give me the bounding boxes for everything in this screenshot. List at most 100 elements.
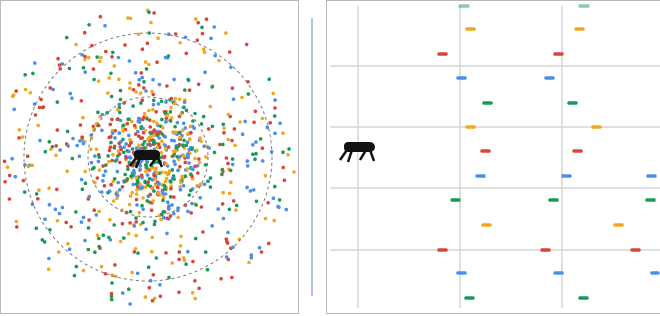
dot: [247, 92, 251, 96]
dot: [48, 228, 52, 232]
dot: [178, 155, 182, 159]
dot: [272, 196, 276, 200]
dot: [230, 276, 234, 280]
dot: [152, 103, 156, 107]
dot: [198, 136, 202, 140]
dot: [149, 193, 153, 197]
dot: [118, 188, 122, 192]
dot: [47, 186, 51, 190]
dot: [56, 57, 60, 61]
dot: [285, 208, 289, 212]
dot: [134, 220, 138, 224]
dot: [93, 250, 97, 254]
dot: [12, 108, 16, 112]
dot: [217, 59, 221, 63]
dot: [260, 250, 264, 254]
dot: [163, 155, 167, 159]
dot: [78, 154, 82, 158]
dot: [155, 171, 159, 175]
dot: [164, 147, 168, 151]
dot: [203, 51, 207, 55]
dot: [272, 219, 276, 223]
dot: [126, 122, 130, 126]
dot: [104, 169, 108, 173]
dot: [164, 135, 168, 139]
dot: [292, 170, 296, 174]
dot: [112, 199, 116, 203]
dot: [164, 251, 168, 255]
dot: [110, 281, 114, 285]
dot: [155, 256, 159, 260]
dot: [121, 291, 125, 295]
dot: [6, 165, 10, 169]
dot: [113, 136, 117, 140]
dot: [118, 161, 122, 165]
dot: [3, 180, 7, 184]
dot: [66, 242, 70, 246]
dot: [152, 120, 156, 124]
dot: [160, 118, 164, 122]
dot: [144, 89, 148, 93]
dot: [136, 272, 140, 276]
dot: [216, 207, 220, 211]
dot: [147, 63, 151, 67]
dot: [172, 78, 176, 82]
dot: [286, 153, 290, 157]
dot: [188, 193, 192, 197]
dot: [146, 183, 150, 187]
dot: [80, 220, 84, 224]
dot: [228, 192, 232, 196]
dot: [172, 212, 176, 216]
dot: [3, 160, 7, 164]
dot: [164, 171, 168, 175]
dot: [146, 138, 150, 142]
dot: [213, 54, 217, 58]
dot: [173, 125, 177, 129]
dot: [209, 185, 213, 189]
dot: [171, 154, 175, 158]
dot: [83, 239, 87, 243]
dot: [21, 135, 25, 139]
dot: [100, 190, 104, 194]
dot: [41, 238, 45, 242]
dot: [134, 216, 138, 220]
dot: [129, 141, 133, 145]
dot: [102, 233, 106, 237]
dot: [193, 297, 197, 301]
dot: [139, 101, 143, 105]
dot: [281, 131, 285, 135]
dot: [95, 213, 99, 217]
dot: [281, 150, 285, 154]
dot: [167, 207, 171, 211]
dot: [96, 233, 100, 237]
dot: [80, 99, 84, 103]
dot: [102, 174, 106, 178]
dot: [23, 190, 27, 194]
dot: [190, 202, 194, 206]
dot: [129, 210, 133, 214]
dot: [164, 120, 168, 124]
dot: [157, 102, 161, 106]
dot: [227, 258, 231, 262]
dot: [110, 118, 114, 122]
dot: [156, 36, 160, 40]
dot: [189, 211, 193, 215]
dot: [189, 125, 193, 129]
dot: [235, 204, 239, 208]
dot: [252, 188, 256, 192]
dot: [116, 117, 120, 121]
dot: [158, 283, 162, 287]
dot: [148, 125, 152, 129]
right-panel: [327, 1, 660, 314]
dot: [240, 96, 244, 100]
dot: [130, 271, 134, 275]
dot: [196, 171, 200, 175]
dot: [179, 235, 183, 239]
dot: [221, 143, 225, 147]
dot: [83, 31, 87, 35]
dot: [81, 116, 85, 120]
dot: [176, 216, 180, 220]
dot: [194, 17, 198, 21]
dot: [129, 174, 133, 178]
dot: [196, 21, 200, 25]
